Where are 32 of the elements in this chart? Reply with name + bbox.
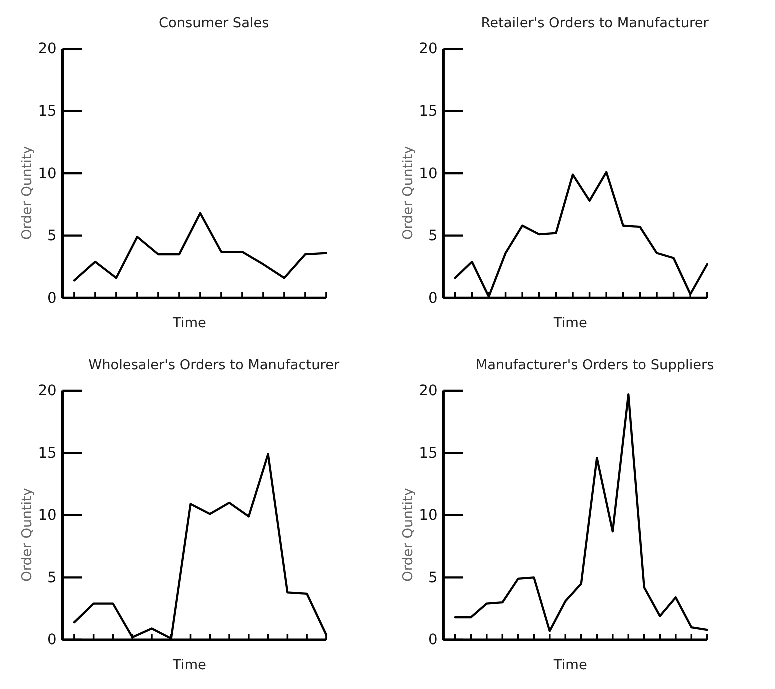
- y-tick-label: 10: [419, 507, 438, 524]
- chart-title: Wholesaler's Orders to Manufacturer: [88, 357, 340, 374]
- y-tick-label: 5: [48, 569, 57, 586]
- y-axis-title: Order Quntity: [400, 146, 416, 240]
- chart-title: Manufacturer's Orders to Suppliers: [476, 357, 714, 374]
- y-tick-label: 15: [419, 444, 438, 462]
- y-tick-label: 0: [428, 632, 438, 649]
- y-tick-label: 15: [38, 102, 57, 120]
- y-tick-label: 15: [419, 102, 438, 120]
- y-tick-label: 5: [48, 228, 57, 245]
- y-tick-label: 10: [38, 507, 57, 524]
- chart-title: Consumer Sales: [158, 16, 270, 32]
- x-axis-title: Time: [172, 657, 206, 674]
- y-axis-title: Order Quntity: [19, 146, 36, 240]
- y-tick-label: 0: [428, 290, 438, 307]
- y-tick-label: 10: [38, 165, 57, 182]
- chart-title: Retailer's Orders to Manufacturer: [481, 16, 710, 32]
- x-axis-title: Time: [172, 315, 206, 332]
- y-tick-label: 20: [419, 382, 438, 400]
- y-tick-label: 5: [428, 569, 438, 586]
- y-axis-title: Order Quntity: [400, 488, 416, 582]
- x-axis-title: Time: [552, 315, 588, 332]
- y-tick-label: 15: [38, 444, 57, 462]
- y-tick-label: 0: [48, 632, 57, 649]
- x-axis-title: Time: [552, 657, 588, 674]
- y-tick-label: 20: [419, 40, 438, 58]
- y-tick-label: 5: [428, 228, 438, 245]
- y-tick-label: 10: [419, 165, 438, 182]
- y-tick-label: 0: [48, 290, 57, 307]
- y-tick-label: 20: [38, 40, 57, 58]
- y-tick-label: 20: [38, 382, 57, 400]
- y-axis-title: Order Quntity: [19, 488, 36, 582]
